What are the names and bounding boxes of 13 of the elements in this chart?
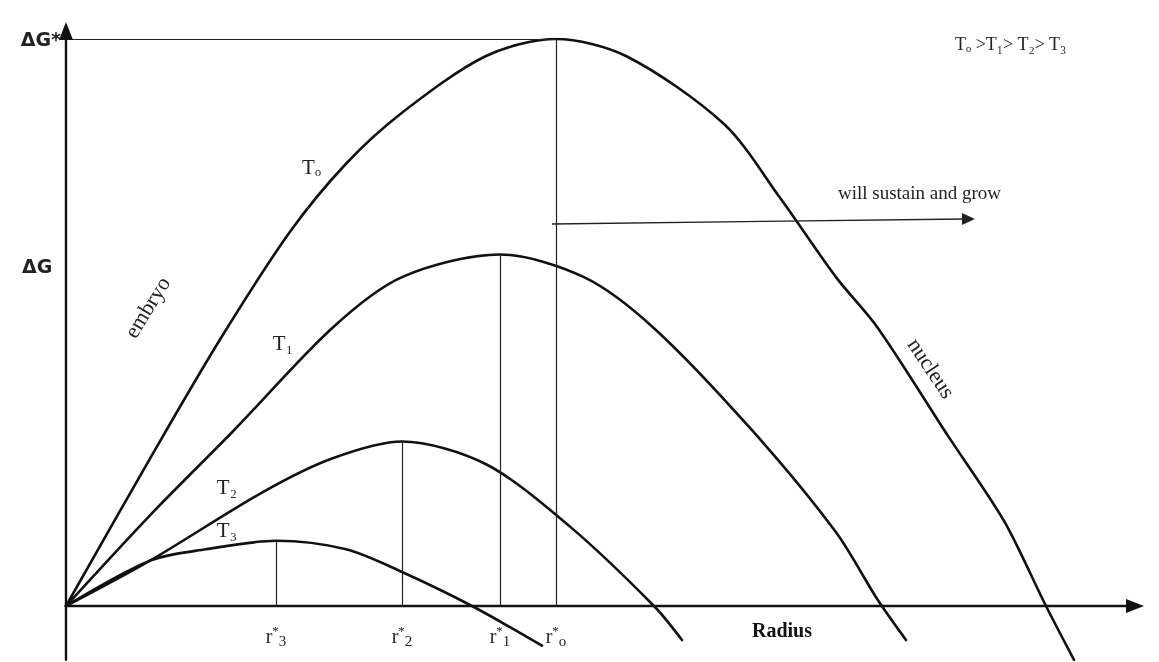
x-tick-label: r*o [545, 623, 567, 649]
ref-line-label: ΔG* [20, 28, 62, 50]
x-tick-label: r*2 [391, 623, 413, 649]
series-label: T₃ [216, 518, 237, 543]
series-label: T₁ [272, 331, 293, 356]
annotation: will sustain and grow [838, 182, 1002, 203]
x-tick-label: r*3 [265, 623, 287, 649]
y-axis-title: ΔG [22, 254, 53, 277]
annotation: Tₒ >T₁> T₂> T₃ [955, 34, 1067, 54]
x-axis-title: Radius [752, 619, 813, 641]
x-tick-label: r*1 [489, 623, 511, 649]
series-label: Tₒ [302, 154, 321, 179]
series-label: T₂ [216, 475, 237, 500]
